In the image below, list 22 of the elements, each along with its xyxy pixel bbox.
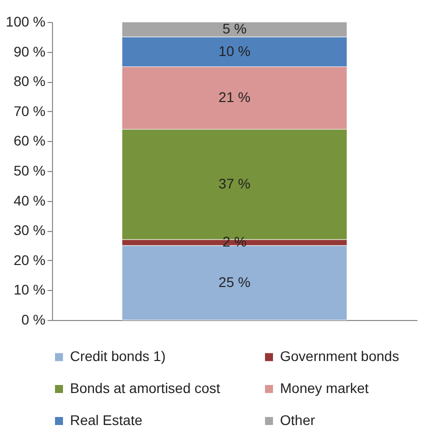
- y-tick-label: 10 %: [14, 282, 46, 298]
- data-label: 21 %: [218, 88, 250, 105]
- y-tick-label: 50 %: [14, 162, 46, 178]
- data-label: 10 %: [218, 42, 250, 59]
- legend-label: Government bonds: [280, 348, 400, 364]
- y-tick-label: 20 %: [14, 252, 46, 268]
- data-label: 25 %: [218, 274, 250, 290]
- legend-label: Bonds at amortised cost: [70, 380, 220, 396]
- legend-label: Credit bonds 1): [70, 348, 166, 364]
- y-tick-label: 100 %: [6, 14, 46, 30]
- legend-label: Real Estate: [70, 412, 143, 428]
- data-label: 5 %: [222, 20, 247, 36]
- y-tick-label: 40 %: [14, 192, 46, 208]
- data-label: 37 %: [218, 175, 250, 192]
- y-tick-label: 90 %: [14, 43, 46, 60]
- y-tick-label: 70 %: [14, 102, 46, 119]
- y-tick-label: 30 %: [14, 222, 46, 238]
- legend-label: Other: [280, 412, 316, 428]
- y-tick-label: 80 %: [14, 73, 46, 90]
- y-tick-label: 0 %: [21, 312, 46, 328]
- y-tick-label: 60 %: [14, 132, 46, 149]
- legend-label: Money market: [280, 380, 369, 396]
